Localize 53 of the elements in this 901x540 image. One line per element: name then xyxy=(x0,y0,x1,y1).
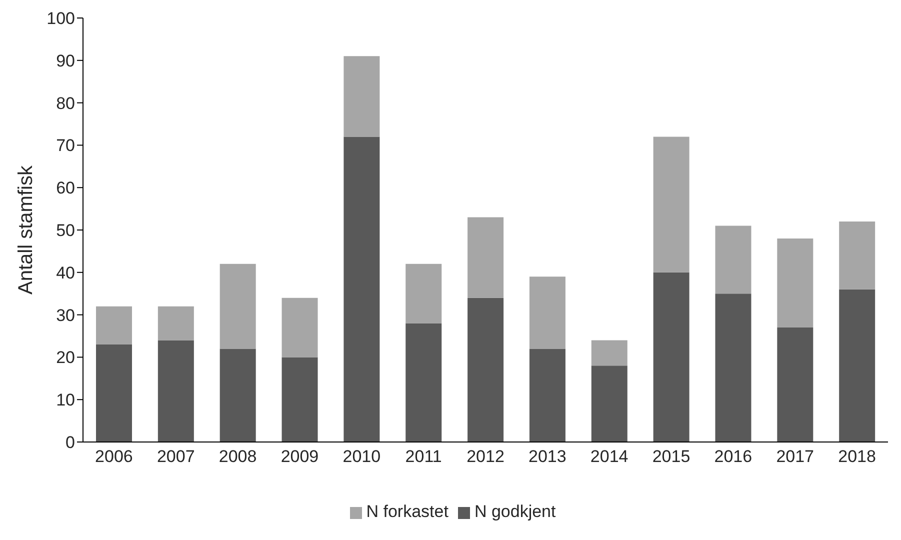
y-tick-label: 30 xyxy=(56,306,75,325)
bar xyxy=(715,294,752,442)
y-tick-label: 0 xyxy=(66,433,75,452)
x-tick-label: 2013 xyxy=(528,447,566,466)
x-tick-label: 2012 xyxy=(466,447,504,466)
x-tick-label: 2008 xyxy=(218,447,257,466)
bar xyxy=(839,222,876,290)
bar xyxy=(220,348,256,442)
bar xyxy=(468,298,504,442)
x-tick-label: 2014 xyxy=(590,447,628,466)
y-tick-label: 40 xyxy=(56,263,75,282)
x-tick-label: 2018 xyxy=(838,447,876,466)
y-tick-label: 100 xyxy=(46,9,75,28)
bar xyxy=(715,226,752,294)
x-tick-label: 2009 xyxy=(280,447,319,466)
y-tick-label: 20 xyxy=(56,348,75,368)
bar xyxy=(839,289,876,442)
y-tick-label: 70 xyxy=(56,136,75,156)
bar xyxy=(777,328,814,442)
x-tick-label: 2007 xyxy=(156,447,195,466)
x-tick-label: 2010 xyxy=(342,447,381,466)
legend-label: N forkastet xyxy=(366,502,448,521)
y-axis-title: Antall stamfisk xyxy=(15,164,38,294)
x-tick-label: 2006 xyxy=(95,447,133,466)
bar xyxy=(158,340,194,442)
y-tick-label: 50 xyxy=(56,221,75,240)
bar xyxy=(529,276,566,349)
bar xyxy=(406,264,442,324)
bar xyxy=(96,344,132,442)
y-tick-label: 60 xyxy=(56,178,75,198)
bar xyxy=(158,306,194,340)
legend-label: N godkjent xyxy=(474,502,556,521)
bar xyxy=(344,136,380,442)
bar xyxy=(220,264,256,349)
bar xyxy=(529,348,566,442)
x-tick-label: 2015 xyxy=(652,447,690,466)
bar xyxy=(468,217,504,298)
y-tick-label: 10 xyxy=(56,390,75,410)
bar xyxy=(591,340,628,366)
x-tick-label: 2017 xyxy=(776,447,814,466)
bar xyxy=(591,366,628,442)
y-tick-label: 90 xyxy=(56,51,75,70)
bar xyxy=(653,136,690,272)
bar xyxy=(406,323,442,442)
bar xyxy=(282,298,318,358)
bar xyxy=(653,272,690,442)
x-tick-label: 2011 xyxy=(405,447,442,466)
bar xyxy=(344,56,380,137)
x-tick-label: 2016 xyxy=(714,447,752,466)
bar xyxy=(96,306,132,344)
y-tick-label: 80 xyxy=(56,94,75,113)
bar xyxy=(777,238,814,328)
bar xyxy=(282,357,318,442)
